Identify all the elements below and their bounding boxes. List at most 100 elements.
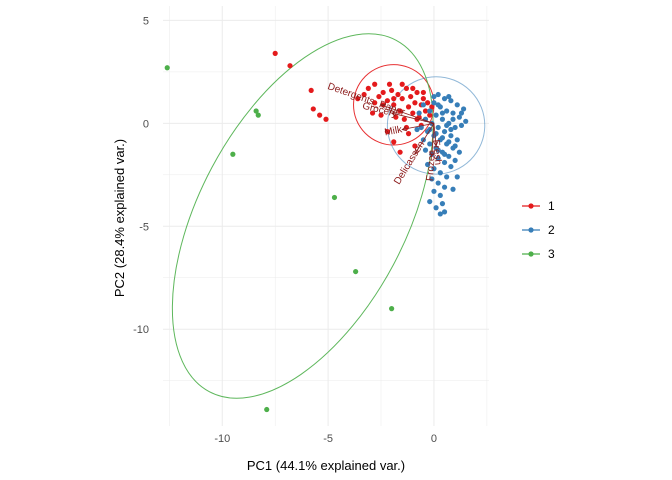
- point-group-2: [437, 192, 443, 199]
- point-group-2: [441, 151, 448, 157]
- point-group-2: [425, 161, 431, 168]
- point-group-2: [441, 159, 448, 166]
- point-group-2: [433, 112, 439, 118]
- point-group-1: [420, 96, 426, 102]
- point-group-1: [355, 96, 361, 102]
- point-group-2: [448, 126, 454, 133]
- loading-arrowhead-Frozen: [429, 151, 435, 158]
- point-group-2: [439, 201, 446, 207]
- legend-key-point-1: [528, 203, 534, 209]
- loading-label-Fresh: Fresh: [430, 139, 443, 165]
- point-group-3: [255, 112, 261, 118]
- point-group-1: [401, 116, 407, 122]
- point-group-1: [399, 81, 405, 87]
- point-group-2: [450, 110, 456, 116]
- data-points: [164, 50, 469, 413]
- legend-key-point-3: [528, 251, 534, 257]
- point-group-1: [425, 100, 431, 106]
- point-group-2: [460, 106, 467, 112]
- x-axis-ticks: -10 -5 0: [214, 433, 437, 445]
- point-group-2: [446, 93, 452, 100]
- point-group-1: [391, 102, 397, 108]
- group-ellipses: [171, 33, 486, 399]
- ellipse-group-3: [171, 33, 434, 399]
- point-group-2: [439, 116, 446, 122]
- point-group-2: [435, 124, 441, 131]
- point-group-1: [410, 110, 416, 116]
- point-group-1: [403, 85, 410, 91]
- point-group-2: [431, 100, 437, 106]
- point-group-1: [386, 81, 393, 87]
- point-group-1: [395, 91, 401, 98]
- y-tick-label: -5: [139, 221, 149, 233]
- point-group-3: [164, 65, 170, 71]
- point-group-2: [458, 110, 465, 116]
- point-group-2: [454, 174, 460, 180]
- loading-label-Frozen: Frozen: [425, 150, 438, 182]
- point-group-3: [353, 268, 359, 275]
- y-tick-label: -10: [133, 324, 149, 336]
- point-group-2: [414, 126, 420, 133]
- point-group-2: [435, 180, 441, 186]
- point-group-3: [264, 406, 270, 413]
- grid-lines: [163, 6, 489, 426]
- legend: 1 2 3: [522, 199, 555, 261]
- point-group-1: [361, 91, 367, 98]
- loading-arrow-Milk: [402, 122, 435, 130]
- x-tick-label: 0: [431, 433, 437, 445]
- loading-label-Delicassen: Delicassen: [392, 139, 427, 186]
- point-group-3: [253, 108, 259, 114]
- point-group-2: [427, 108, 433, 114]
- point-group-2: [435, 147, 441, 153]
- loading-labels: Detergents_PaperGroceryMilkDelicassenFro…: [326, 81, 443, 186]
- loading-arrowhead-Delicassen: [414, 149, 420, 156]
- point-group-2: [456, 114, 462, 120]
- loading-arrowhead-Fresh: [433, 141, 439, 147]
- point-group-2: [444, 174, 450, 180]
- point-group-1: [369, 110, 376, 116]
- point-group-1: [384, 98, 390, 104]
- point-group-2: [463, 118, 469, 124]
- loading-arrow-Frozen: [431, 123, 435, 157]
- point-group-1: [308, 87, 314, 94]
- point-group-1: [287, 63, 293, 69]
- x-tick-label: -5: [323, 433, 333, 445]
- y-axis-ticks: -10 -5 0 5: [133, 15, 149, 336]
- point-group-2: [452, 143, 458, 149]
- point-group-1: [420, 89, 426, 96]
- point-group-2: [448, 133, 454, 139]
- point-group-1: [317, 112, 323, 118]
- point-group-2: [444, 108, 450, 114]
- point-group-1: [384, 128, 390, 135]
- point-group-2: [446, 153, 452, 159]
- point-group-1: [405, 131, 412, 137]
- point-group-2: [452, 157, 458, 164]
- point-group-1: [412, 100, 418, 106]
- loading-arrows: [380, 103, 439, 158]
- point-group-2: [441, 128, 448, 135]
- y-tick-label: 5: [143, 15, 149, 27]
- loading-arrowhead-Grocery: [390, 111, 397, 117]
- x-tick-label: -10: [214, 433, 230, 445]
- point-group-2: [456, 149, 462, 155]
- point-group-2: [420, 102, 426, 108]
- point-group-1: [391, 96, 397, 102]
- point-group-2: [427, 198, 433, 205]
- loading-arrowhead-Milk: [401, 126, 408, 132]
- point-group-1: [410, 85, 416, 91]
- point-group-1: [405, 104, 412, 110]
- point-group-1: [365, 85, 371, 91]
- point-group-3: [389, 306, 395, 312]
- point-group-2: [422, 147, 429, 153]
- point-group-1: [422, 108, 429, 114]
- point-group-2: [435, 91, 441, 98]
- legend-label-1: 1: [548, 199, 555, 213]
- point-group-2: [431, 93, 437, 100]
- loading-arrowhead-Detergents_Paper: [380, 103, 387, 109]
- point-group-3: [230, 151, 236, 157]
- legend-label-3: 3: [548, 247, 555, 261]
- point-group-2: [450, 186, 456, 192]
- point-group-2: [454, 102, 460, 108]
- point-group-2: [433, 131, 439, 137]
- x-axis-title: PC1 (44.1% explained var.): [247, 458, 405, 473]
